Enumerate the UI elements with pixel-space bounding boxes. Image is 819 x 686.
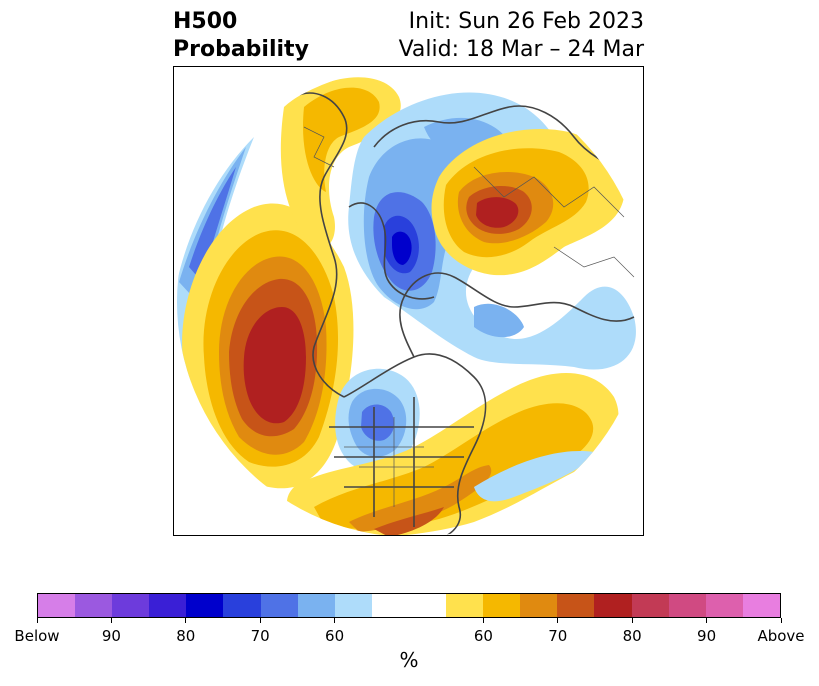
colorbar-unit: % [399, 648, 419, 672]
below-anomaly-atlantic [474, 451, 594, 502]
colorbar-tick-label: 60 [473, 627, 493, 645]
title-left: H500 Probability [173, 8, 309, 64]
colorbar-tick-label: 80 [176, 627, 196, 645]
colorbar-tick-label: 90 [101, 627, 121, 645]
colorbar-tick [482, 618, 484, 623]
colorbar-swatch [483, 594, 521, 617]
above-anomaly-eastern-us [286, 373, 619, 535]
colorbar-swatch [631, 594, 669, 617]
borders [303, 126, 635, 507]
above-anomaly-siberia [431, 129, 625, 276]
colorbar-swatch [112, 594, 150, 617]
colorbar-swatch [334, 594, 372, 617]
colorbar-tick [110, 618, 112, 623]
colorbar-swatch [371, 594, 409, 617]
colorbar-tick [185, 618, 187, 623]
colorbar-swatch [260, 594, 298, 617]
title-product: Probability [173, 37, 309, 62]
colorbar-swatch [75, 594, 113, 617]
colorbar-swatch [557, 594, 595, 617]
colorbar-swatch [594, 594, 632, 617]
colorbar-swatch [38, 594, 76, 617]
colorbar-tick [259, 618, 261, 623]
colorbar-swatch [446, 594, 484, 617]
colorbar-swatch [520, 594, 558, 617]
colorbar-tick-label: Below [14, 627, 60, 645]
colorbar-tick [557, 618, 559, 623]
valid-range: Valid: 18 Mar – 24 Mar [398, 37, 644, 62]
colorbar-tick [334, 618, 336, 623]
colorbar-swatch [223, 594, 261, 617]
anomaly-map [177, 67, 643, 535]
colorbar-swatch [408, 594, 447, 617]
colorbar-swatch [668, 594, 706, 617]
init-date: Init: Sun 26 Feb 2023 [408, 9, 644, 34]
colorbar-tick [706, 618, 708, 623]
title-variable: H500 [173, 9, 238, 34]
colorbar-tick-label: Above [757, 627, 805, 645]
colorbar-swatch [705, 594, 743, 617]
colorbar-tick-label: 90 [697, 627, 717, 645]
colorbar-swatch [297, 594, 335, 617]
title-right: Init: Sun 26 Feb 2023 Valid: 18 Mar – 24… [399, 8, 644, 64]
colorbar-swatch [149, 594, 187, 617]
colorbar-tick-label: 70 [548, 627, 568, 645]
colorbar-tick [36, 618, 38, 623]
colorbar-tick-label: 80 [622, 627, 642, 645]
colorbar-tick [780, 618, 782, 623]
above-anomaly-northeast-pacific [182, 203, 354, 489]
below-anomaly-central-canada [335, 368, 420, 471]
coastlines [293, 92, 635, 535]
colorbar-tick-label: 60 [325, 627, 345, 645]
colorbar-swatch [742, 594, 780, 617]
above-anomaly-europe [280, 77, 401, 248]
colorbar-tick [631, 618, 633, 623]
colorbar [37, 593, 781, 618]
map-panel [173, 66, 644, 536]
colorbar-swatch [186, 594, 224, 617]
colorbar-tick-label: 70 [250, 627, 270, 645]
